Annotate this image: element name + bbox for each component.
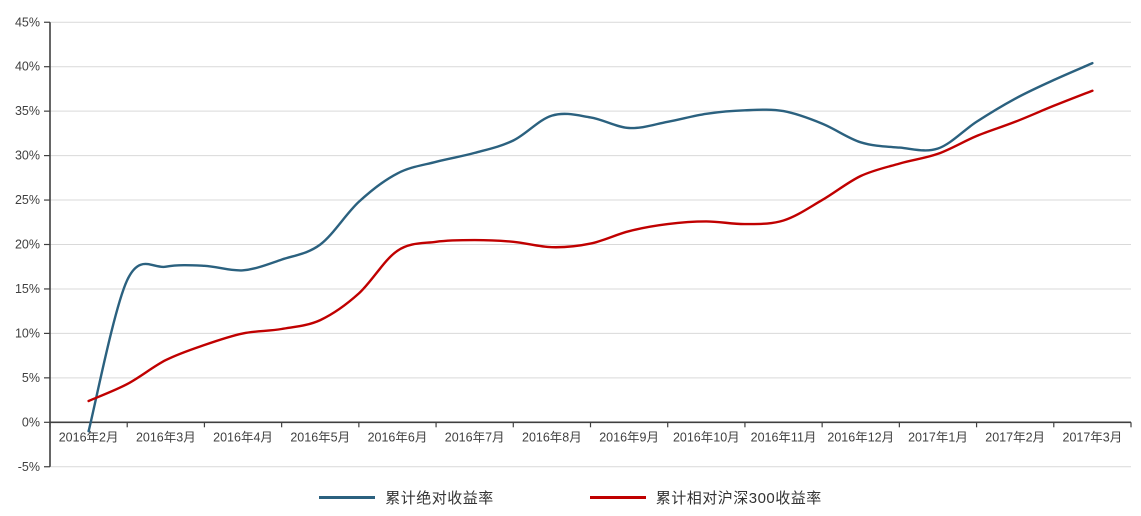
svg-text:2016年4月: 2016年4月 <box>213 430 273 444</box>
svg-text:2016年12月: 2016年12月 <box>827 430 894 444</box>
svg-text:-5%: -5% <box>18 460 40 474</box>
svg-text:45%: 45% <box>15 15 40 29</box>
svg-text:2017年1月: 2017年1月 <box>908 430 968 444</box>
legend-label-relative-return: 累计相对沪深300收益率 <box>655 489 822 507</box>
legend-item-absolute-return: 累计绝对收益率 <box>319 487 494 508</box>
legend-line-swatch-red <box>589 495 646 499</box>
legend-line-swatch-blue <box>319 495 376 499</box>
svg-text:30%: 30% <box>15 149 40 163</box>
svg-text:15%: 15% <box>15 282 40 296</box>
svg-text:2016年10月: 2016年10月 <box>673 430 740 444</box>
svg-text:2016年9月: 2016年9月 <box>599 430 659 444</box>
svg-text:2016年8月: 2016年8月 <box>522 430 582 444</box>
svg-text:2016年6月: 2016年6月 <box>368 430 428 444</box>
svg-text:20%: 20% <box>15 238 40 252</box>
svg-text:5%: 5% <box>22 371 40 385</box>
svg-text:2016年5月: 2016年5月 <box>290 430 350 444</box>
svg-text:2016年2月: 2016年2月 <box>59 430 119 444</box>
chart-legend: 累计绝对收益率 累计相对沪深300收益率 <box>0 484 1141 510</box>
svg-text:10%: 10% <box>15 326 40 340</box>
svg-text:40%: 40% <box>15 60 40 74</box>
svg-text:2017年2月: 2017年2月 <box>985 430 1045 444</box>
svg-text:2016年3月: 2016年3月 <box>136 430 196 444</box>
svg-text:35%: 35% <box>15 104 40 118</box>
svg-text:2016年11月: 2016年11月 <box>751 430 817 444</box>
legend-item-relative-return: 累计相对沪深300收益率 <box>589 487 822 508</box>
svg-text:2016年7月: 2016年7月 <box>445 430 505 444</box>
svg-text:2017年3月: 2017年3月 <box>1063 430 1123 444</box>
svg-text:0%: 0% <box>22 415 40 429</box>
svg-text:25%: 25% <box>15 193 40 207</box>
legend-label-absolute-return: 累计绝对收益率 <box>385 489 494 507</box>
